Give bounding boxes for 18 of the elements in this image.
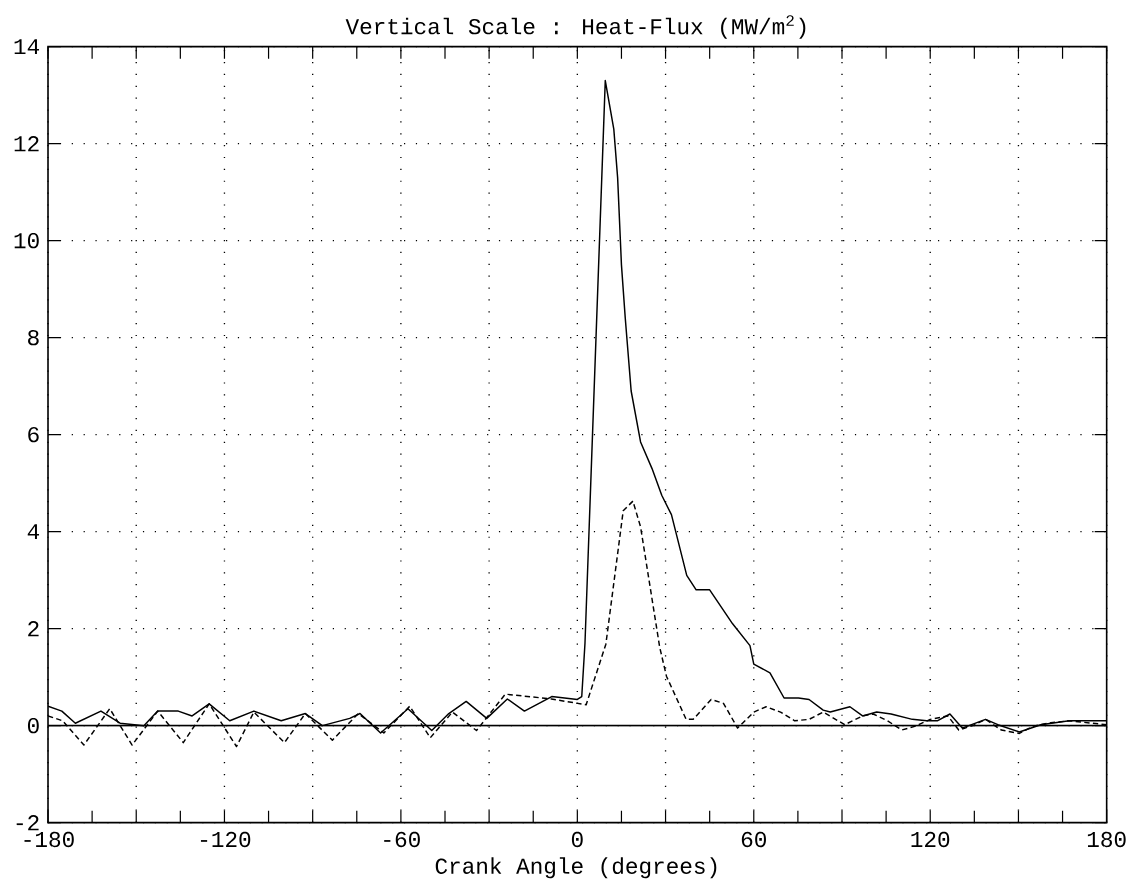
y-tick-label: 4 xyxy=(27,524,40,540)
y-tick-label: 14 xyxy=(14,39,40,55)
x-tick-label: -180 xyxy=(24,831,74,848)
x-axis-title: Crank Angle (degrees) xyxy=(435,857,717,879)
x-tick-label: 60 xyxy=(741,831,766,848)
x-tick-label: 180 xyxy=(1087,831,1126,848)
x-tick-label: 120 xyxy=(911,831,950,848)
x-tick-label: 0 xyxy=(571,831,583,848)
y-tick-label: 12 xyxy=(14,136,39,152)
y-tick-label: -2 xyxy=(16,815,39,831)
chart-title: Vertical Scale : Heat-Flux (MW/m$^{2}$) xyxy=(345,15,806,39)
y-tick-label: 2 xyxy=(28,621,39,637)
y-tick-label: 0 xyxy=(27,717,39,734)
x-tick-label: -120 xyxy=(200,831,251,848)
y-tick-label: 10 xyxy=(14,232,39,249)
x-tick-label: -60 xyxy=(384,831,420,848)
y-tick-label: 8 xyxy=(28,329,39,346)
y-tick-label: 6 xyxy=(28,426,39,443)
